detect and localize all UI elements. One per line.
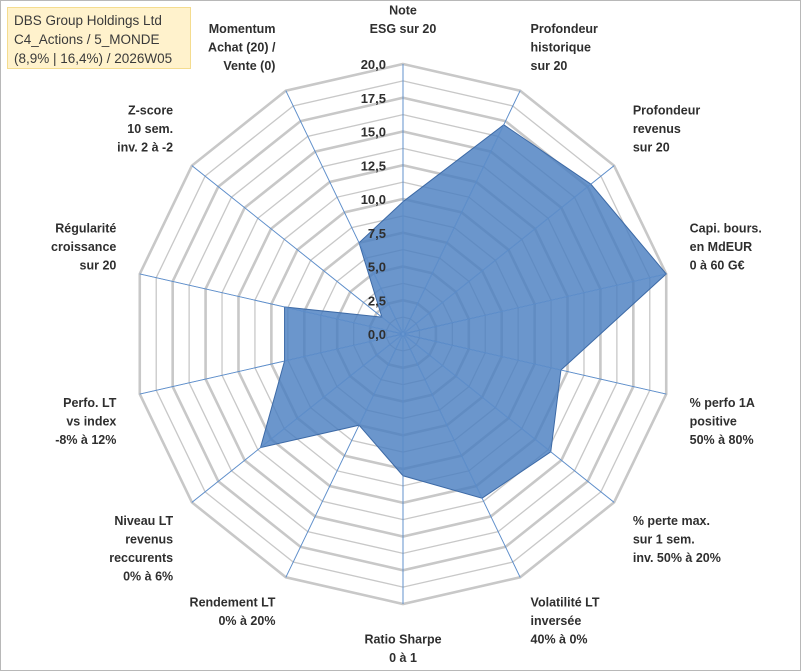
radar-tick-labels: 0,0 2,5 5,0 7,5 10,0 12,5 15,0 17,5 20,0 xyxy=(361,57,386,342)
category-label-line: reccurents xyxy=(109,551,173,565)
chart-title-category: C4_Actions / 5_MONDE xyxy=(14,32,160,47)
category-label-text: Note ESG sur 20 xyxy=(370,4,437,37)
category-label-line: en MdEUR xyxy=(690,240,753,254)
axis-overlay-line xyxy=(285,333,404,578)
tick-label: 20,0 xyxy=(361,57,386,72)
category-label: Z-score 10 sem. inv. 2 à -2 xyxy=(117,104,173,155)
category-label-line: positive xyxy=(690,414,737,428)
category-label-line: sur 1 sem. xyxy=(633,532,695,546)
category-label-line: revenus xyxy=(125,532,173,546)
tick-label: 17,5 xyxy=(361,91,386,106)
axis-overlay-line xyxy=(402,165,615,335)
category-label: Note ESG sur 20 xyxy=(370,4,437,37)
tick-label: 10,0 xyxy=(361,192,386,207)
chart-title-box: DBS Group Holdings Ltd C4_Actions / 5_MO… xyxy=(7,7,191,69)
category-label-line: sur 20 xyxy=(80,259,117,273)
category-label-line: 10 sem. xyxy=(127,122,173,136)
category-label-text: Profondeur revenus sur 20 xyxy=(633,104,700,155)
axis-overlay-line xyxy=(402,273,667,335)
chart-title-stats: (8,9% | 16,4%) / 2026W05 xyxy=(14,51,173,66)
category-label-line: Note xyxy=(389,4,417,18)
category-label-text: % perfo 1A positive 50% à 80% xyxy=(690,396,755,447)
category-label: Capi. bours. en MdEUR 0 à 60 G€ xyxy=(690,222,762,273)
category-label: Niveau LT revenus reccurents 0% à 6% xyxy=(109,514,173,584)
category-label-line: % perte max. xyxy=(633,514,710,528)
axis-overlay-line xyxy=(139,273,404,335)
tick-label: 7,5 xyxy=(368,226,386,241)
category-label: Volatilité LT inversée 40% à 0% xyxy=(531,595,600,646)
category-label-line: historique xyxy=(531,41,591,55)
tick-label: 12,5 xyxy=(361,158,386,173)
axis-overlay-line xyxy=(402,333,521,578)
category-label: % perte max. sur 1 sem. inv. 50% à 20% xyxy=(633,514,721,565)
category-label-line: 0 à 1 xyxy=(389,651,417,665)
category-label-line: Vente (0) xyxy=(223,59,275,73)
category-label-line: Profondeur xyxy=(531,22,598,36)
axis-overlay-line xyxy=(139,333,404,395)
category-label-line: Capi. bours. xyxy=(690,222,762,236)
category-label-text: Capi. bours. en MdEUR 0 à 60 G€ xyxy=(690,222,762,273)
category-label-line: 50% à 80% xyxy=(690,433,754,447)
category-label-text: Z-score 10 sem. inv. 2 à -2 xyxy=(117,104,173,155)
category-label: Régularité croissance sur 20 xyxy=(51,222,116,273)
category-label-text: Régularité croissance sur 20 xyxy=(51,222,116,273)
category-label-line: inversée xyxy=(531,614,582,628)
category-label: Momentum Achat (20) / Vente (0) xyxy=(208,22,276,73)
axis-overlay-line xyxy=(285,90,404,335)
axis-overlay-line xyxy=(191,333,404,503)
category-label-line: Profondeur xyxy=(633,104,700,118)
category-label-line: Z-score xyxy=(128,104,173,118)
radar-category-labels: Note ESG sur 20 Profondeur historique sur 20… xyxy=(51,4,762,666)
category-label-line: Rendement LT xyxy=(190,595,276,609)
category-label: % perfo 1A positive 50% à 80% xyxy=(690,396,755,447)
radar-series xyxy=(139,64,667,604)
category-label: Perfo. LT vs index -8% à 12% xyxy=(55,396,117,447)
category-label-line: sur 20 xyxy=(531,59,568,73)
category-label-text: Rendement LT 0% à 20% xyxy=(190,595,276,628)
category-label: Ratio Sharpe 0 à 1 xyxy=(364,633,441,666)
category-label-line: Achat (20) / xyxy=(208,41,276,55)
category-label-line: vs index xyxy=(66,414,116,428)
category-label-text: Momentum Achat (20) / Vente (0) xyxy=(208,22,276,73)
tick-label: 15,0 xyxy=(361,125,386,140)
category-label-line: -8% à 12% xyxy=(55,433,116,447)
category-label-line: ESG sur 20 xyxy=(370,22,437,36)
category-label-text: Profondeur historique sur 20 xyxy=(531,22,598,73)
tick-label: 0,0 xyxy=(368,327,386,342)
chart-title-company: DBS Group Holdings Ltd xyxy=(14,13,162,28)
category-label-line: 0% à 6% xyxy=(123,569,173,583)
category-label-line: Régularité xyxy=(55,222,116,236)
category-label-line: 0% à 20% xyxy=(218,614,275,628)
category-label-line: croissance xyxy=(51,240,116,254)
category-label-text: Perfo. LT vs index -8% à 12% xyxy=(55,396,117,447)
category-label-line: Volatilité LT xyxy=(531,595,600,609)
category-label-line: inv. 50% à 20% xyxy=(633,551,721,565)
axis-overlay-line xyxy=(402,333,667,395)
category-label-line: revenus xyxy=(633,122,681,136)
category-label-line: Ratio Sharpe xyxy=(364,633,441,647)
category-label-text: Niveau LT revenus reccurents 0% à 6% xyxy=(109,514,173,584)
category-label-text: Volatilité LT inversée 40% à 0% xyxy=(531,595,600,646)
category-label-line: Momentum xyxy=(209,22,276,36)
category-label: Rendement LT 0% à 20% xyxy=(190,595,276,628)
tick-label: 2,5 xyxy=(368,293,386,308)
category-label-text: % perte max. sur 1 sem. inv. 50% à 20% xyxy=(633,514,721,565)
category-label-line: inv. 2 à -2 xyxy=(117,141,173,155)
axis-overlay-line xyxy=(191,165,404,335)
category-label-line: sur 20 xyxy=(633,141,670,155)
category-label: Profondeur historique sur 20 xyxy=(531,22,598,73)
category-label-line: % perfo 1A xyxy=(690,396,755,410)
category-label-text: Ratio Sharpe 0 à 1 xyxy=(364,633,441,666)
axis-overlay-line xyxy=(402,333,615,503)
category-label-line: Perfo. LT xyxy=(63,396,117,410)
category-label-line: Niveau LT xyxy=(114,514,173,528)
tick-label: 5,0 xyxy=(368,260,386,275)
category-label-line: 40% à 0% xyxy=(531,632,588,646)
category-label-line: 0 à 60 G€ xyxy=(690,259,745,273)
axis-overlay-line xyxy=(402,90,521,335)
category-label: Profondeur revenus sur 20 xyxy=(633,104,700,155)
